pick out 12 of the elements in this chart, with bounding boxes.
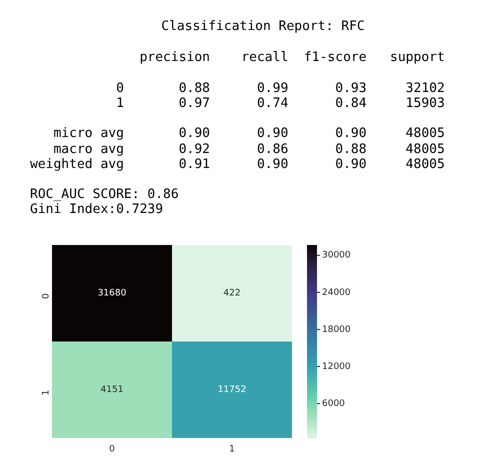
color-bar-label: 12000: [322, 362, 351, 372]
data-label: 4151: [100, 385, 124, 396]
data-label: 422: [223, 288, 241, 299]
text: ROC_AUC SCORE: 0.86 Gini Index:0.7239: [30, 187, 179, 218]
color-bar-label: 24000: [322, 288, 351, 298]
data-label: 31680: [98, 288, 127, 299]
chart-title: Classification Report: RFC: [160, 19, 366, 34]
data-label: 11752: [218, 385, 246, 396]
text: precision recall f1-score support 0 0.88 0.99 0.93 32102 1 0.97 0.74 0.84 15903 micro avg 0.90 0.90 0.90 48005 macro avg 0.92 0.86 0.88 48005 weighted avg 0.91 0.90 0.90 48005: [30, 50, 445, 172]
color-bar-label: 6000: [322, 398, 346, 409]
color-bar-label: 18000: [322, 324, 351, 335]
color-bar-label: 30000: [322, 250, 351, 261]
